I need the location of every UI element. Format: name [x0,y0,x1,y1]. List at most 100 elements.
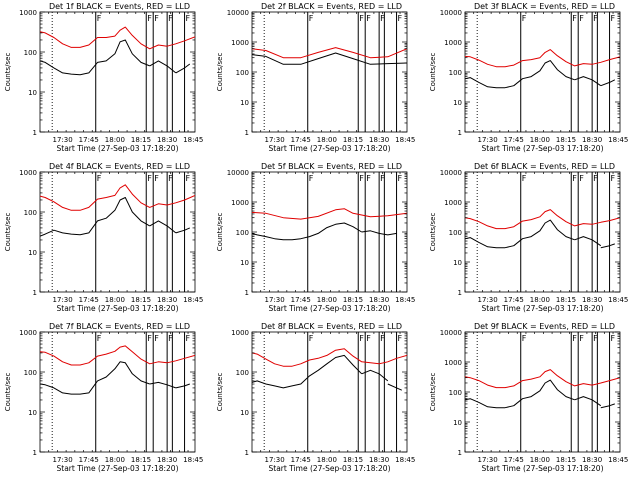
chart-title: Det 8f BLACK = Events, RED = LLD [261,322,402,331]
event-marker-label: F [147,14,152,23]
y-tick-label: 100 [236,229,249,237]
plot-area [252,172,407,292]
event-marker-label: F [579,14,584,23]
event-marker-label: F [366,14,371,23]
y-tick-label: 10 [28,89,37,97]
event-marker-label: F [611,174,616,183]
chart-title: Det 4f BLACK = Events, RED = LLD [49,162,190,171]
event-marker-label: F [398,14,403,23]
y-tick-label: 100 [449,389,462,397]
events-series-line [361,230,397,236]
plot-frame [39,331,196,453]
event-marker-label: F [147,334,152,343]
y-tick-label: 1 [33,289,37,297]
plot-frame [464,331,621,453]
lld-series-line [252,348,407,367]
plot-frame [251,331,408,453]
x-tick-label: 17:30 [265,296,285,304]
event-marker-label: F [366,334,371,343]
chart-title: Det 1f BLACK = Events, RED = LLD [49,2,190,11]
y-tick-label: 10000 [227,9,249,17]
event-marker-label: F [522,334,527,343]
x-tick-label: 17:45 [504,136,524,144]
event-marker-label: F [380,174,385,183]
event-marker-label: F [572,334,577,343]
x-tick-label: 17:45 [79,136,99,144]
y-tick-label: 10 [453,419,462,427]
x-tick-label: 18:15 [343,296,363,304]
events-series-line [600,403,615,409]
x-tick-label: 18:30 [369,136,389,144]
y-tick-label: 10 [240,99,249,107]
event-marker-label: F [309,334,314,343]
event-marker-label: F [168,14,173,23]
x-tick-label: 18:30 [157,296,177,304]
event-marker-label: F [611,334,616,343]
y-tick-label: 1 [245,289,249,297]
event-marker-label: F [398,174,403,183]
events-series-line [574,76,602,87]
x-tick-label: 17:45 [79,296,99,304]
y-tick-label: 1000 [19,329,37,337]
plot-area [465,12,620,132]
y-tick-label: 10 [28,409,37,417]
plot-area [252,12,407,132]
detector-chart: Det 3f BLACK = Events, RED = LLD 1 10 100 10… [429,2,628,153]
x-tick-label: 18:30 [582,456,602,464]
chart-title: Det 6f BLACK = Events, RED = LLD [474,162,615,171]
x-tick-label: 18:00 [317,456,337,464]
plot-area [252,332,407,452]
x-axis-label: Start Time (27-Sep-03 17:18:20) [482,304,604,313]
x-axis-label: Start Time (27-Sep-03 17:18:20) [57,464,179,473]
detector-chart: Det 4f BLACK = Events, RED = LLD 1 10 100 10… [4,162,203,313]
lld-series-line [40,26,195,50]
event-marker-label: F [186,334,191,343]
events-series-line [465,379,575,409]
y-tick-label: 1000 [444,359,462,367]
event-marker-label: F [593,174,598,183]
events-series-line [40,39,150,76]
events-series-line [40,197,150,237]
x-tick-label: 18:00 [105,136,125,144]
y-tick-label: 100 [24,369,37,377]
y-tick-label: 10000 [227,169,249,177]
y-tick-label: 1 [33,129,37,137]
x-tick-label: 18:00 [530,296,550,304]
y-tick-label: 10 [453,259,462,267]
x-tick-label: 18:30 [582,136,602,144]
x-tick-label: 18:30 [582,296,602,304]
x-tick-label: 18:00 [530,136,550,144]
event-marker-label: F [97,174,102,183]
y-tick-label: 1000 [19,9,37,17]
x-axis-label: Start Time (27-Sep-03 17:18:20) [57,144,179,153]
plot-frame [39,11,196,133]
plot-area [40,332,195,452]
event-marker-label: F [593,14,598,23]
event-marker-label: F [359,334,364,343]
x-axis-label: Start Time (27-Sep-03 17:18:20) [482,464,604,473]
x-tick-label: 18:15 [556,296,576,304]
detector-chart: Det 1f BLACK = Events, RED = LLD 1 10 100 10… [4,2,203,153]
event-marker-label: F [572,14,577,23]
plot-frame [464,11,621,133]
events-series-line [252,354,363,389]
x-tick-label: 18:15 [556,456,576,464]
y-tick-label: 100 [24,209,37,217]
y-tick-label: 10 [28,249,37,257]
x-tick-label: 17:45 [504,296,524,304]
events-series-line [600,243,615,249]
x-tick-label: 18:45 [608,296,628,304]
events-series-line [465,60,575,89]
event-marker-label: F [154,174,159,183]
detector-chart: Det 6f BLACK = Events, RED = LLD 1 10 100 10… [429,162,628,313]
x-tick-label: 17:30 [478,296,498,304]
detector-chart: Det 9f BLACK = Events, RED = LLD 1 10 100 10… [429,322,628,473]
events-series-line [574,236,602,247]
x-axis-label: Start Time (27-Sep-03 17:18:20) [269,304,391,313]
y-tick-label: 100 [236,69,249,77]
y-tick-label: 1 [458,449,462,457]
x-tick-label: 18:15 [343,456,363,464]
x-tick-label: 18:45 [183,136,203,144]
y-axis-label: Counts/sec [216,373,224,412]
